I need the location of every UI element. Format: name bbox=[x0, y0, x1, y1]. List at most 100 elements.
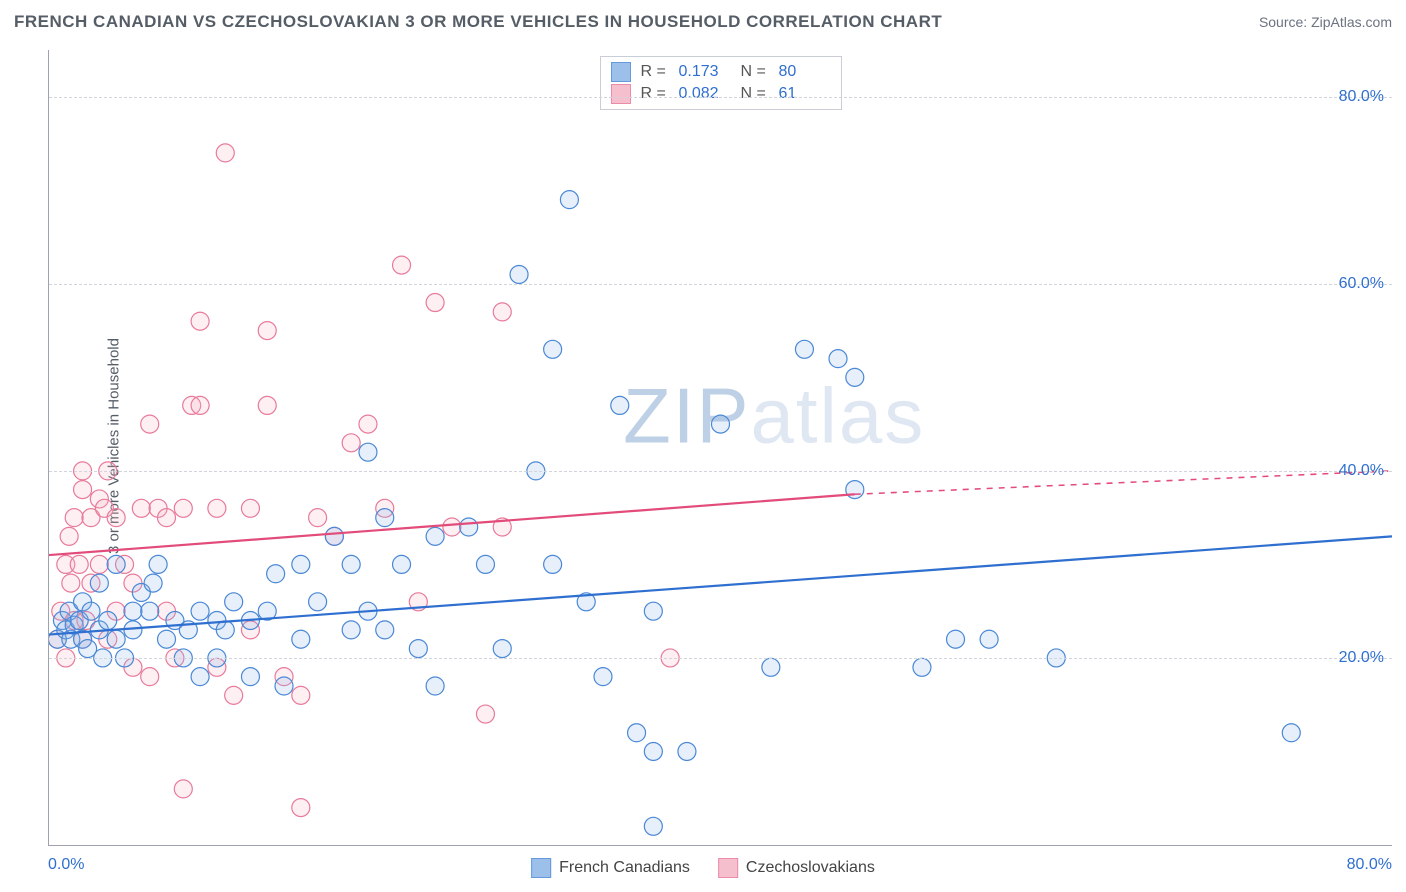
data-point-pink bbox=[426, 294, 444, 312]
stat-r-value: 0.082 bbox=[679, 85, 731, 103]
legend-label: French Canadians bbox=[559, 859, 690, 877]
data-point-pink bbox=[62, 574, 80, 592]
x-tick-min: 0.0% bbox=[48, 856, 84, 874]
data-point-blue bbox=[107, 555, 125, 573]
data-point-blue bbox=[913, 658, 931, 676]
data-point-pink bbox=[476, 705, 494, 723]
bottom-legend: French Canadians Czechoslovakians bbox=[531, 858, 875, 878]
chart-title: FRENCH CANADIAN VS CZECHOSLOVAKIAN 3 OR … bbox=[14, 12, 942, 32]
data-point-blue bbox=[292, 555, 310, 573]
data-point-blue bbox=[191, 602, 209, 620]
data-point-blue bbox=[1282, 724, 1300, 742]
data-point-blue bbox=[846, 368, 864, 386]
data-point-pink bbox=[70, 555, 88, 573]
stat-r-label: R = bbox=[641, 85, 669, 103]
data-point-blue bbox=[829, 350, 847, 368]
y-tick-label: 80.0% bbox=[1339, 88, 1384, 106]
stats-row: R = 0.082 N = 61 bbox=[611, 83, 831, 105]
data-point-blue bbox=[460, 518, 478, 536]
data-point-blue bbox=[292, 630, 310, 648]
data-point-blue bbox=[762, 658, 780, 676]
data-point-blue bbox=[309, 593, 327, 611]
data-point-blue bbox=[267, 565, 285, 583]
data-point-blue bbox=[107, 630, 125, 648]
data-point-pink bbox=[208, 499, 226, 517]
stat-r-value: 0.173 bbox=[679, 63, 731, 81]
data-point-blue bbox=[393, 555, 411, 573]
data-point-blue bbox=[376, 509, 394, 527]
stat-n-label: N = bbox=[741, 85, 769, 103]
data-point-pink bbox=[393, 256, 411, 274]
data-point-blue bbox=[376, 621, 394, 639]
header: FRENCH CANADIAN VS CZECHOSLOVAKIAN 3 OR … bbox=[0, 0, 1406, 44]
data-point-pink bbox=[225, 686, 243, 704]
data-point-pink bbox=[258, 322, 276, 340]
data-point-blue bbox=[611, 396, 629, 414]
data-point-blue bbox=[409, 640, 427, 658]
data-point-pink bbox=[309, 509, 327, 527]
data-point-blue bbox=[191, 668, 209, 686]
swatch-pink bbox=[611, 84, 631, 104]
data-point-pink bbox=[107, 509, 125, 527]
data-point-blue bbox=[678, 742, 696, 760]
data-point-blue bbox=[426, 527, 444, 545]
data-point-blue bbox=[144, 574, 162, 592]
data-point-blue bbox=[342, 621, 360, 639]
data-point-blue bbox=[644, 742, 662, 760]
data-point-blue bbox=[510, 265, 528, 283]
x-tick-max: 80.0% bbox=[1347, 856, 1392, 874]
data-point-blue bbox=[947, 630, 965, 648]
swatch-pink bbox=[718, 858, 738, 878]
data-point-blue bbox=[628, 724, 646, 742]
data-point-pink bbox=[141, 668, 159, 686]
source-label: Source: ZipAtlas.com bbox=[1259, 14, 1392, 30]
legend-label: Czechoslovakians bbox=[746, 859, 875, 877]
legend-item: Czechoslovakians bbox=[718, 858, 875, 878]
data-point-blue bbox=[342, 555, 360, 573]
stat-n-value: 80 bbox=[779, 63, 831, 81]
data-point-pink bbox=[158, 509, 176, 527]
data-point-blue bbox=[141, 602, 159, 620]
data-point-pink bbox=[132, 499, 150, 517]
data-point-blue bbox=[124, 602, 142, 620]
gridline bbox=[49, 97, 1392, 98]
data-point-pink bbox=[174, 780, 192, 798]
data-point-blue bbox=[241, 668, 259, 686]
data-point-pink bbox=[292, 686, 310, 704]
data-point-blue bbox=[712, 415, 730, 433]
data-point-blue bbox=[158, 630, 176, 648]
data-point-pink bbox=[74, 481, 92, 499]
gridline bbox=[49, 284, 1392, 285]
stat-n-value: 61 bbox=[779, 85, 831, 103]
data-point-pink bbox=[443, 518, 461, 536]
data-point-blue bbox=[980, 630, 998, 648]
y-tick-label: 40.0% bbox=[1339, 462, 1384, 480]
data-point-blue bbox=[149, 555, 167, 573]
gridline bbox=[49, 658, 1392, 659]
data-point-blue bbox=[846, 481, 864, 499]
data-point-blue bbox=[544, 340, 562, 358]
stat-r-label: R = bbox=[641, 63, 669, 81]
data-point-pink bbox=[241, 499, 259, 517]
data-point-blue bbox=[275, 677, 293, 695]
data-point-pink bbox=[359, 415, 377, 433]
plot-area: ZIPatlas R = 0.173 N = 80 R = 0.082 N = … bbox=[48, 50, 1392, 846]
data-point-blue bbox=[216, 621, 234, 639]
data-point-blue bbox=[426, 677, 444, 695]
data-point-blue bbox=[476, 555, 494, 573]
data-point-pink bbox=[90, 555, 108, 573]
data-point-blue bbox=[644, 602, 662, 620]
legend-item: French Canadians bbox=[531, 858, 690, 878]
data-point-blue bbox=[90, 574, 108, 592]
data-point-pink bbox=[258, 396, 276, 414]
data-point-pink bbox=[191, 312, 209, 330]
stat-n-label: N = bbox=[741, 63, 769, 81]
data-point-pink bbox=[65, 509, 83, 527]
data-point-pink bbox=[292, 799, 310, 817]
data-point-pink bbox=[216, 144, 234, 162]
data-point-pink bbox=[141, 415, 159, 433]
gridline bbox=[49, 471, 1392, 472]
swatch-blue bbox=[611, 62, 631, 82]
swatch-blue bbox=[531, 858, 551, 878]
data-point-pink bbox=[493, 303, 511, 321]
